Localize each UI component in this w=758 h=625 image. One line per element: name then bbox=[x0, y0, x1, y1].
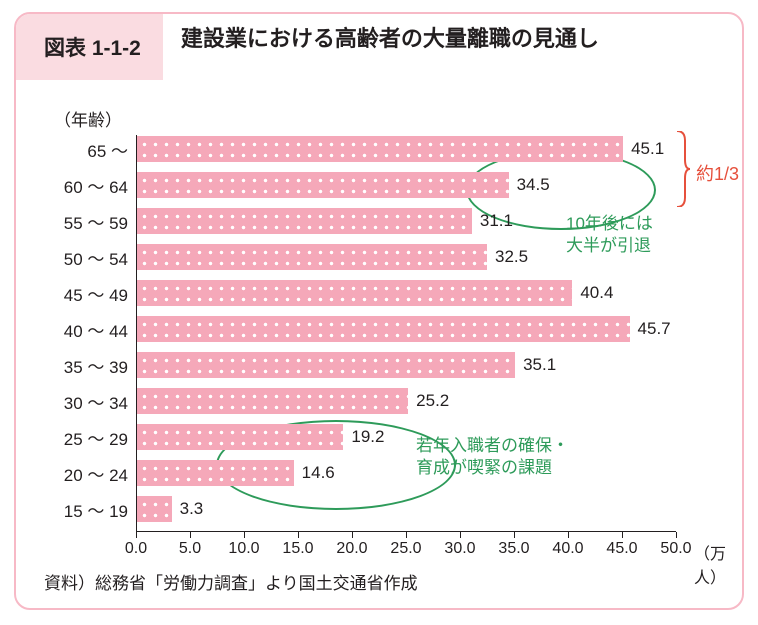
x-tick bbox=[136, 532, 137, 538]
figure-card: 図表 1-1-2 建設業における高齢者の大量離職の見通し （年齢） 10年後には… bbox=[14, 12, 744, 610]
category-label: 15 ～ 19 bbox=[44, 497, 136, 522]
x-tick-label: 0.0 bbox=[125, 540, 147, 558]
bar-value-label: 14.6 bbox=[294, 463, 335, 483]
bar-value-label: 32.5 bbox=[487, 247, 528, 267]
bar bbox=[136, 208, 472, 234]
x-tick-label: 40.0 bbox=[552, 540, 583, 558]
bar-row: 65 ～45.1 bbox=[136, 135, 664, 163]
bar bbox=[136, 388, 408, 414]
bar bbox=[136, 460, 294, 486]
bar-row: 20 ～ 2414.6 bbox=[136, 459, 335, 487]
bar-row: 60 ～ 6434.5 bbox=[136, 171, 550, 199]
bar bbox=[136, 316, 630, 342]
bar-row: 45 ～ 4940.4 bbox=[136, 279, 613, 307]
x-tick bbox=[244, 532, 245, 538]
bar-value-label: 45.1 bbox=[623, 139, 664, 159]
x-tick-label: 20.0 bbox=[336, 540, 367, 558]
category-label: 45 ～ 49 bbox=[44, 281, 136, 306]
x-tick-label: 15.0 bbox=[282, 540, 313, 558]
bar-row: 50 ～ 5432.5 bbox=[136, 243, 528, 271]
bar-row: 55 ～ 5931.1 bbox=[136, 207, 513, 235]
category-label: 60 ～ 64 bbox=[44, 173, 136, 198]
bar bbox=[136, 172, 509, 198]
bar-value-label: 25.2 bbox=[408, 391, 449, 411]
figure-header: 図表 1-1-2 建設業における高齢者の大量離職の見通し bbox=[16, 14, 599, 80]
bar-value-label: 34.5 bbox=[509, 175, 550, 195]
x-tick-label: 50.0 bbox=[660, 540, 691, 558]
x-tick bbox=[406, 532, 407, 538]
bar bbox=[136, 136, 623, 162]
figure-title: 建設業における高齢者の大量離職の見通し bbox=[181, 14, 599, 54]
category-label: 20 ～ 24 bbox=[44, 461, 136, 486]
bar bbox=[136, 496, 172, 522]
x-tick-label: 35.0 bbox=[498, 540, 529, 558]
figure-tag: 図表 1-1-2 bbox=[16, 14, 163, 80]
category-label: 25 ～ 29 bbox=[44, 425, 136, 450]
bar-row: 30 ～ 3425.2 bbox=[136, 387, 449, 415]
source-text: 資料）総務省「労働力調査」より国土交通省作成 bbox=[44, 569, 418, 594]
category-label: 30 ～ 34 bbox=[44, 389, 136, 414]
bar bbox=[136, 280, 572, 306]
annotation-text-bottom: 若年入職者の確保・育成が喫緊の課題 bbox=[416, 435, 569, 479]
bar bbox=[136, 424, 343, 450]
category-label: 65 ～ bbox=[44, 137, 136, 162]
x-tick-label: 30.0 bbox=[444, 540, 475, 558]
x-tick bbox=[460, 532, 461, 538]
bar-value-label: 35.1 bbox=[515, 355, 556, 375]
bar-value-label: 3.3 bbox=[172, 499, 204, 519]
annotation-text-top: 10年後には大半が引退 bbox=[566, 213, 653, 257]
y-axis-line bbox=[136, 135, 137, 532]
x-tick bbox=[514, 532, 515, 538]
y-axis-label: （年齢） bbox=[54, 106, 724, 131]
annotation-brace bbox=[676, 131, 690, 207]
bar-row: 35 ～ 3935.1 bbox=[136, 351, 556, 379]
bar-row: 40 ～ 4445.7 bbox=[136, 315, 671, 343]
x-tick bbox=[622, 532, 623, 538]
x-tick-label: 5.0 bbox=[179, 540, 201, 558]
x-tick-label: 45.0 bbox=[606, 540, 637, 558]
category-label: 40 ～ 44 bbox=[44, 317, 136, 342]
bar-row: 15 ～ 193.3 bbox=[136, 495, 203, 523]
bar bbox=[136, 244, 487, 270]
x-tick bbox=[568, 532, 569, 538]
x-tick-label: 10.0 bbox=[228, 540, 259, 558]
x-tick bbox=[352, 532, 353, 538]
annotation-text-red: 約1/3 bbox=[696, 160, 739, 186]
x-tick bbox=[298, 532, 299, 538]
bar-value-label: 31.1 bbox=[472, 211, 513, 231]
bar bbox=[136, 352, 515, 378]
x-axis-unit: （万人） bbox=[694, 540, 726, 588]
plot-area: 10年後には大半が引退 若年入職者の確保・育成が喫緊の課題 約1/3 65 ～4… bbox=[136, 135, 676, 531]
x-tick bbox=[190, 532, 191, 538]
category-label: 35 ～ 39 bbox=[44, 353, 136, 378]
bar-row: 25 ～ 2919.2 bbox=[136, 423, 384, 451]
category-label: 55 ～ 59 bbox=[44, 209, 136, 234]
bar-chart: （年齢） 10年後には大半が引退 若年入職者の確保・育成が喫緊の課題 約1/3 … bbox=[44, 106, 724, 575]
x-tick-label: 25.0 bbox=[390, 540, 421, 558]
bar-value-label: 19.2 bbox=[343, 427, 384, 447]
bar-value-label: 45.7 bbox=[630, 319, 671, 339]
bar-value-label: 40.4 bbox=[572, 283, 613, 303]
x-tick bbox=[676, 532, 677, 538]
category-label: 50 ～ 54 bbox=[44, 245, 136, 270]
